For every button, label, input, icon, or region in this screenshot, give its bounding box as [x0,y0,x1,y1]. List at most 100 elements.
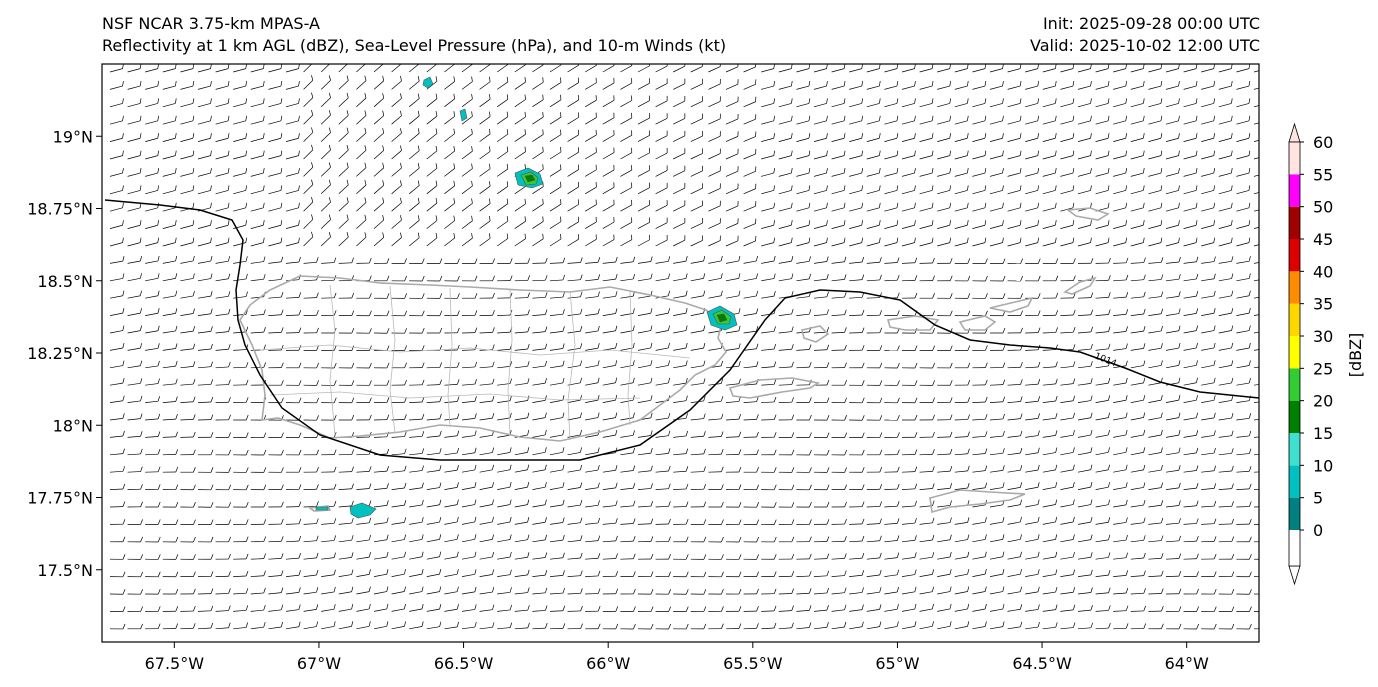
wind-barb [620,377,635,386]
wind-barb [461,146,473,160]
wind-barb [743,148,757,160]
wind-barb [233,432,249,438]
wind-barb [268,432,284,438]
wind-barb [285,397,302,404]
wind-barb [162,150,177,160]
wind-barb [162,378,178,386]
wind-barb [1148,623,1164,630]
wind-barb [1113,499,1128,508]
wind-barb [708,235,721,247]
wind-barb [1183,447,1199,456]
wind-barb [285,115,300,125]
wind-barb [937,80,951,90]
wind-barb [637,623,654,630]
wind-barb [268,80,283,90]
wind-barb [989,202,1004,212]
wind-barb [321,604,336,612]
wind-barb [303,535,319,543]
wind-barb [620,483,636,490]
wind-barb [1025,202,1039,212]
wind-barb [1218,536,1235,543]
wind-barb [514,275,531,282]
echo-cell-north-small [459,108,468,122]
wind-barb [849,202,863,212]
wind-barb [655,113,668,125]
wind-barb [972,569,987,577]
wind-barb [585,112,597,125]
wind-barb [725,606,742,612]
wind-barb [338,466,354,473]
wind-barb [373,414,390,421]
wind-barb [1218,589,1235,595]
wind-barb [567,94,580,108]
wind-barb [215,361,231,369]
wind-barb [127,519,143,525]
wind-barb [690,343,706,351]
wind-barb [1130,499,1146,508]
wind-barb [637,217,650,229]
wind-barb [285,501,302,508]
wind-barb [215,622,231,630]
wind-barb [743,79,757,90]
wind-barb [479,76,491,90]
wind-barb [637,500,654,508]
wind-barb [813,237,828,247]
wind-barb [813,256,829,264]
wind-barb [1113,623,1129,630]
wind-barb [1253,349,1259,351]
wind-barb [321,569,336,577]
wind-barb [954,237,969,247]
wind-barb [356,145,367,160]
wind-barb [884,466,900,473]
wind-barb [937,483,953,490]
wind-barb [761,326,776,334]
wind-barb [743,114,757,125]
wind-barb [637,325,653,334]
wind-barb [285,167,300,177]
wind-barb [1183,237,1198,247]
wind-barb [180,536,196,543]
wind-barb [1236,80,1251,90]
wind-barb [338,292,355,299]
wind-barb [373,500,389,508]
wind-barb [637,273,653,282]
wind-barb [145,449,161,456]
wind-barb [496,94,509,108]
wind-barb [444,551,459,560]
wind-barb [937,431,953,438]
wind-barb [250,220,265,229]
wind-barb [602,147,615,160]
wind-barb [1201,290,1216,299]
wind-barb [690,273,706,282]
wind-barb [1236,483,1252,490]
wind-barb [1130,80,1145,90]
wind-barb [866,257,882,264]
wind-barb [673,256,688,264]
wind-barb [620,447,635,456]
wind-barb [989,465,1005,473]
wind-barb [743,290,759,299]
wind-barb [1183,360,1198,369]
wind-barb [708,255,723,264]
wind-barb [496,129,509,142]
wind-barb [637,536,654,543]
wind-barb [796,397,812,403]
wind-barb [1236,237,1251,247]
wind-barb [303,109,314,125]
wind-barb [1077,133,1092,142]
wind-barb [725,273,741,282]
wind-barb [1007,551,1022,560]
wind-barb [743,361,759,369]
wind-barb [338,197,349,212]
wind-barb [268,621,284,630]
wind-barb [813,536,830,543]
wind-barb [514,361,530,369]
wind-barb [356,214,367,229]
wind-barb [567,360,583,369]
wind-barb [479,292,495,299]
wind-barb [655,571,671,578]
wind-barb [1253,366,1259,369]
wind-barb [549,605,566,612]
wind-barb [461,293,478,299]
wind-barb [954,569,970,577]
